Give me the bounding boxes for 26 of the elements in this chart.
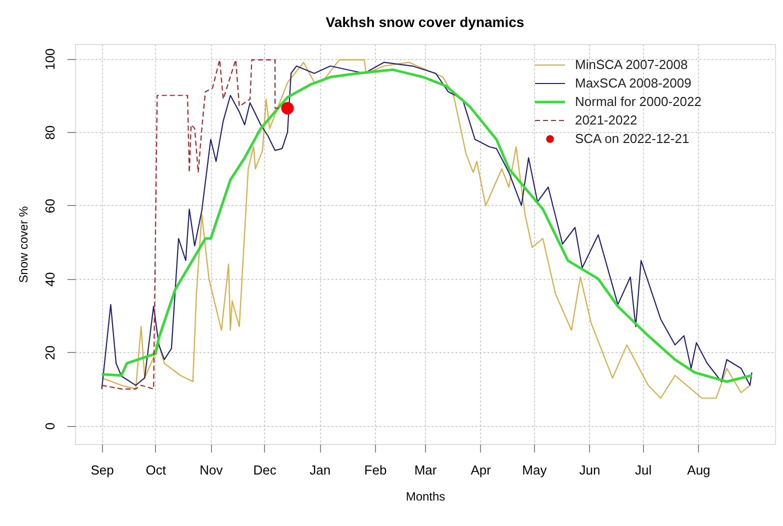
x-tick-label: Apr	[470, 462, 492, 478]
y-tick-label: 20	[42, 346, 58, 360]
x-tick-label: Feb	[364, 462, 387, 478]
chart-title: Vakhsh snow cover dynamics	[326, 14, 524, 30]
legend-label: SCA on 2022-12-21	[575, 131, 690, 146]
x-tick-label: Aug	[687, 462, 710, 478]
y-axis-title: Snow cover %	[16, 206, 30, 283]
legend-label: MaxSCA 2008-2009	[575, 76, 692, 90]
y-tick-label: 40	[42, 272, 58, 287]
legend-label: MinSCA 2007-2008	[575, 57, 688, 72]
x-tick-label: Jun	[579, 462, 600, 478]
x-tick-label: Jan	[310, 462, 331, 478]
x-tick-label: Mar	[414, 462, 438, 478]
x-tick-label: Sep	[90, 462, 114, 478]
x-axis-title: Months	[406, 490, 446, 504]
y-tick-label: 80	[42, 125, 58, 140]
legend-label: 2021-2022	[575, 112, 638, 128]
y-tick-label: 60	[42, 198, 58, 214]
legend-label: Normal for 2000-2022	[575, 94, 702, 109]
y-tick-label: 100	[42, 48, 58, 70]
x-tick-label: May	[522, 462, 548, 478]
y-tick-label: 0	[42, 422, 58, 430]
x-tick-label: Jul	[635, 462, 652, 478]
x-tick-label: Oct	[146, 462, 166, 478]
x-tick-label: Nov	[200, 462, 224, 478]
x-tick-label: Dec	[253, 462, 277, 478]
